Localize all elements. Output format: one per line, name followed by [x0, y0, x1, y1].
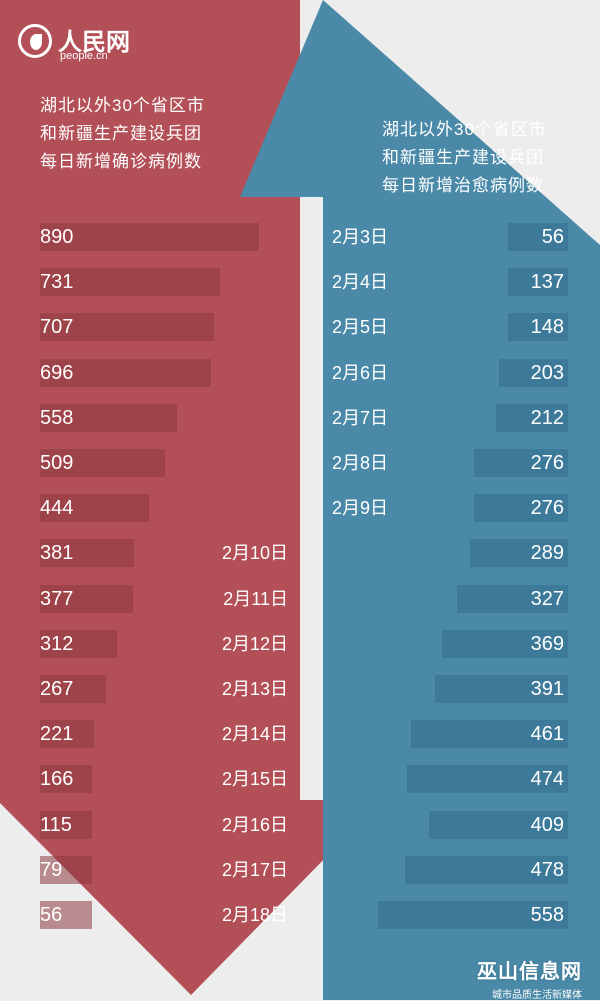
cured-value-label: 409 — [530, 813, 564, 836]
confirmed-value-label: 115 — [40, 813, 72, 836]
confirmed-bar — [40, 855, 92, 884]
confirmed-value-label: 509 — [40, 452, 74, 474]
brand-watermark: 巫山信息网 城市品质生活新媒体 — [477, 955, 582, 1001]
date-label: 2月16日 — [221, 814, 288, 835]
right-title-line: 湖北以外30个省区市 — [382, 120, 547, 139]
cured-bar — [428, 810, 568, 839]
cured-bar — [474, 494, 568, 523]
confirmed-bar — [40, 629, 117, 658]
cured-bar — [469, 539, 568, 568]
confirmed-bar — [40, 449, 166, 477]
cured-bar — [411, 720, 568, 749]
cured-bar — [495, 403, 568, 432]
confirmed-value-label: 166 — [40, 768, 74, 791]
right-title-line: 每日新增治愈病例数 — [382, 176, 544, 195]
confirmed-bar — [40, 223, 259, 251]
cured-bar — [508, 268, 568, 297]
confirmed-bar — [40, 313, 214, 342]
confirmed-value-label: 444 — [40, 497, 74, 520]
confirmed-bar — [40, 901, 92, 929]
cured-bar — [405, 855, 568, 884]
confirmed-bar — [40, 810, 92, 839]
confirmed-value-label: 707 — [40, 316, 74, 339]
date-label: 2月13日 — [221, 679, 288, 699]
date-label: 2月6日 — [332, 362, 389, 383]
confirmed-bar — [40, 358, 212, 387]
confirmed-bar — [40, 268, 220, 297]
cured-value-label: 369 — [530, 632, 564, 655]
date-label: 2月10日 — [221, 543, 288, 564]
date-label: 2月11日 — [223, 588, 288, 609]
confirmed-value-label: 377 — [40, 587, 74, 610]
right-title: 湖北以外30个省区市 和新疆生产建设兵团 每日新增治愈病例数 — [382, 116, 547, 200]
cured-value-label: 289 — [530, 542, 564, 565]
cured-value-label: 56 — [541, 226, 564, 248]
cured-value-label: 461 — [530, 723, 564, 746]
confirmed-bar — [40, 720, 95, 749]
cured-value-label: 558 — [530, 904, 564, 926]
confirmed-bar — [40, 675, 106, 703]
confirmed-bar — [40, 494, 150, 523]
left-title-line: 和新疆生产建设兵团 — [40, 124, 202, 143]
cured-value-label: 391 — [530, 678, 564, 700]
date-label: 2月5日 — [332, 317, 389, 338]
confirmed-bar — [40, 765, 92, 794]
left-title-line: 每日新增确诊病例数 — [40, 152, 202, 171]
confirmed-bar — [40, 539, 134, 568]
cured-value-label: 276 — [530, 497, 564, 520]
confirmed-value-label: 696 — [40, 361, 74, 384]
date-label: 2月9日 — [332, 498, 389, 519]
cured-value-label: 203 — [530, 361, 564, 384]
logo-emblem-icon — [18, 24, 52, 58]
confirmed-value-label: 731 — [40, 271, 74, 294]
date-label: 2月15日 — [221, 769, 288, 790]
date-label: 2月3日 — [332, 227, 389, 247]
brand-name: 巫山信息网 — [477, 961, 582, 983]
cured-value-label: 478 — [530, 858, 564, 881]
cured-value-label: 474 — [530, 768, 564, 791]
date-label: 2月8日 — [332, 453, 389, 473]
confirmed-value-label: 267 — [40, 678, 74, 700]
cured-bar — [508, 313, 568, 342]
cured-bar — [456, 584, 568, 613]
cured-value-label: 148 — [530, 316, 564, 339]
cured-value-label: 137 — [530, 271, 564, 294]
logo-url: people.cn — [60, 50, 108, 62]
brand-tagline: 城市品质生活新媒体 — [492, 990, 582, 1001]
cured-value-label: 276 — [530, 452, 564, 474]
date-label: 2月12日 — [221, 633, 288, 654]
confirmed-bar — [40, 584, 133, 613]
confirmed-value-label: 381 — [40, 542, 74, 565]
confirmed-value-label: 558 — [40, 406, 74, 429]
confirmed-bar — [40, 403, 178, 432]
cured-value-label: 212 — [530, 406, 564, 429]
cured-value-label: 327 — [530, 587, 564, 610]
logo-name: 人民网 — [58, 27, 130, 56]
cured-bar — [508, 223, 568, 251]
date-label: 2月14日 — [221, 724, 288, 745]
date-label: 2月4日 — [332, 272, 389, 293]
confirmed-value-label: 56 — [40, 904, 63, 926]
cured-bar — [378, 901, 568, 929]
confirmed-value-label: 79 — [40, 858, 63, 881]
left-title: 湖北以外30个省区市 和新疆生产建设兵团 每日新增确诊病例数 — [40, 92, 205, 176]
cured-bar — [498, 358, 568, 387]
cured-bar — [442, 629, 568, 658]
left-title-line: 湖北以外30个省区市 — [40, 96, 205, 115]
confirmed-value-label: 312 — [40, 632, 74, 655]
right-title-line: 和新疆生产建设兵团 — [382, 148, 544, 167]
cured-bar — [474, 449, 568, 477]
date-label: 2月18日 — [221, 905, 288, 925]
cured-bar — [434, 675, 568, 703]
cured-bar — [406, 765, 568, 794]
confirmed-value-label: 890 — [40, 226, 74, 248]
date-label: 2月7日 — [332, 407, 389, 428]
confirmed-value-label: 221 — [40, 723, 74, 746]
date-label: 2月17日 — [221, 859, 288, 880]
